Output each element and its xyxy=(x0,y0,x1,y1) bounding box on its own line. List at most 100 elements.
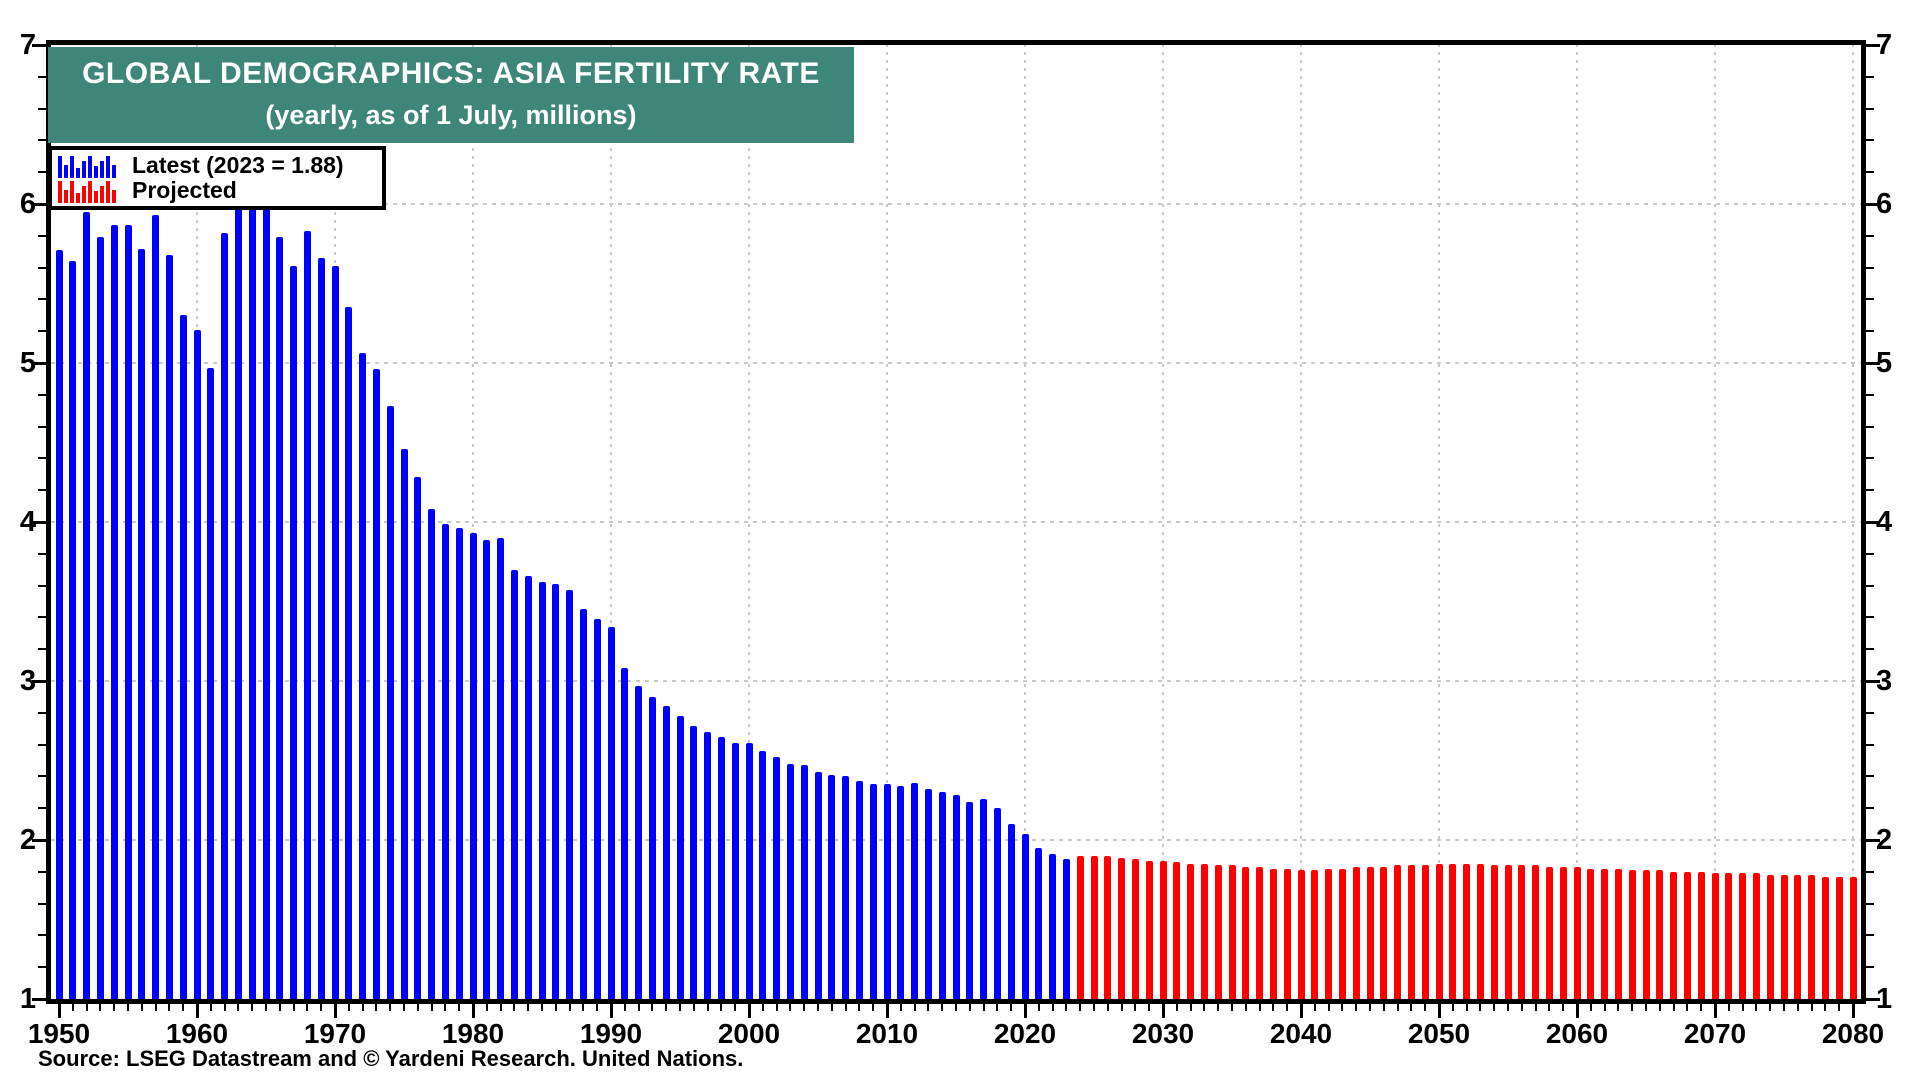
y-grid-line xyxy=(51,362,1861,364)
x-axis-tick xyxy=(1134,1004,1137,1011)
x-axis-tick xyxy=(99,1004,102,1011)
bar-2013 xyxy=(924,789,932,999)
bar-2039 xyxy=(1283,868,1291,999)
y-axis-tick-left xyxy=(38,234,46,237)
bar-2060 xyxy=(1573,867,1581,999)
y-axis-tick-right xyxy=(1866,520,1880,524)
x-axis-tick xyxy=(817,1004,819,1011)
x-axis-tick xyxy=(209,1004,212,1011)
x-grid-line xyxy=(1024,45,1026,999)
x-axis-tick xyxy=(1231,1004,1233,1011)
x-axis-label: 1990 xyxy=(579,1018,643,1049)
x-axis-tick xyxy=(195,1004,199,1018)
x-axis-tick xyxy=(265,1004,267,1011)
x-axis-tick xyxy=(1796,1004,1799,1011)
x-axis-tick xyxy=(899,1004,902,1011)
bar-2049 xyxy=(1421,865,1429,999)
x-axis-tick xyxy=(885,1004,889,1018)
bar-1958 xyxy=(165,254,173,999)
x-grid-line xyxy=(1300,45,1302,999)
bar-2056 xyxy=(1518,865,1526,999)
x-axis-tick xyxy=(692,1004,695,1011)
y-axis-tick-left xyxy=(38,171,46,174)
x-axis-tick xyxy=(57,1004,61,1018)
x-axis-tick xyxy=(1575,1004,1579,1018)
x-axis-tick xyxy=(596,1004,599,1011)
y-axis-tick-right xyxy=(1866,425,1874,428)
y-axis-tick-right xyxy=(1866,807,1874,810)
y-axis-tick-left xyxy=(32,997,46,1001)
x-axis-tick xyxy=(1424,1004,1427,1011)
bar-2045 xyxy=(1366,867,1374,999)
x-axis-tick xyxy=(968,1004,971,1011)
y-axis-tick-left xyxy=(38,552,46,555)
bar-2019 xyxy=(1007,824,1015,999)
bar-1977 xyxy=(428,509,436,999)
x-axis-tick xyxy=(1161,1004,1165,1018)
y-axis-tick-left xyxy=(38,775,46,778)
bar-1972 xyxy=(359,353,367,999)
y-axis-tick-left xyxy=(38,711,46,714)
bar-2029 xyxy=(1145,860,1153,999)
chart-title-banner: GLOBAL DEMOGRAPHICS: ASIA FERTILITY RATE… xyxy=(48,47,854,143)
bar-1993 xyxy=(648,696,656,999)
y-axis-tick-left xyxy=(38,298,46,301)
y-axis-tick-left xyxy=(32,838,46,842)
x-axis-tick xyxy=(223,1004,226,1011)
y-grid-line xyxy=(51,521,1861,523)
x-axis-tick xyxy=(1810,1004,1813,1011)
y-axis-label-right: 5 xyxy=(1876,347,1893,379)
bar-2051 xyxy=(1449,863,1457,999)
bar-1980 xyxy=(469,533,477,999)
y-axis-tick-right xyxy=(1866,361,1880,365)
bar-2052 xyxy=(1463,863,1471,999)
bar-1957 xyxy=(152,215,160,999)
x-axis-tick xyxy=(1106,1004,1109,1011)
bar-1965 xyxy=(262,208,270,999)
x-axis-tick xyxy=(458,1004,461,1011)
x-axis-tick xyxy=(1493,1004,1496,1011)
x-axis-tick xyxy=(1175,1004,1178,1011)
y-axis-tick-right xyxy=(1866,298,1874,301)
bar-2031 xyxy=(1173,862,1181,999)
bar-2017 xyxy=(980,798,988,999)
y-axis-tick-left xyxy=(38,393,46,396)
bar-1996 xyxy=(690,725,698,999)
x-axis-tick xyxy=(996,1004,999,1011)
bar-2059 xyxy=(1559,867,1567,999)
bar-2079 xyxy=(1835,876,1843,999)
x-axis-tick xyxy=(1465,1004,1468,1011)
x-axis-tick xyxy=(333,1004,337,1018)
bar-2063 xyxy=(1614,868,1622,999)
bar-2025 xyxy=(1090,855,1098,999)
bar-1986 xyxy=(552,584,560,999)
bar-1971 xyxy=(345,307,353,999)
y-axis-tick-left xyxy=(38,870,46,873)
x-axis-tick xyxy=(582,1004,585,1011)
x-axis-tick xyxy=(403,1004,405,1011)
x-axis-tick xyxy=(1437,1004,1441,1018)
bar-2034 xyxy=(1214,865,1222,999)
bar-2078 xyxy=(1821,876,1829,999)
x-axis-tick xyxy=(623,1004,626,1011)
x-axis-tick xyxy=(1520,1004,1523,1011)
x-axis-tick xyxy=(1631,1004,1634,1011)
x-axis-tick xyxy=(1741,1004,1744,1011)
legend-projected-label: Projected xyxy=(132,177,237,203)
x-axis-tick xyxy=(844,1004,847,1011)
y-axis-label-right: 7 xyxy=(1876,29,1893,61)
x-axis-label: 2060 xyxy=(1545,1018,1609,1049)
x-axis-tick xyxy=(1727,1004,1730,1011)
bar-2048 xyxy=(1407,865,1415,999)
bar-2067 xyxy=(1670,871,1678,999)
y-axis-tick-right xyxy=(1866,202,1880,206)
bar-1983 xyxy=(510,569,518,999)
bar-2040 xyxy=(1297,870,1305,999)
bar-2073 xyxy=(1752,873,1760,999)
y-axis-tick-right xyxy=(1866,171,1874,174)
x-axis-tick xyxy=(1603,1004,1606,1011)
bar-2053 xyxy=(1476,863,1484,999)
legend-projected-bars-icon xyxy=(58,180,116,203)
y-axis-tick-right xyxy=(1866,679,1880,683)
